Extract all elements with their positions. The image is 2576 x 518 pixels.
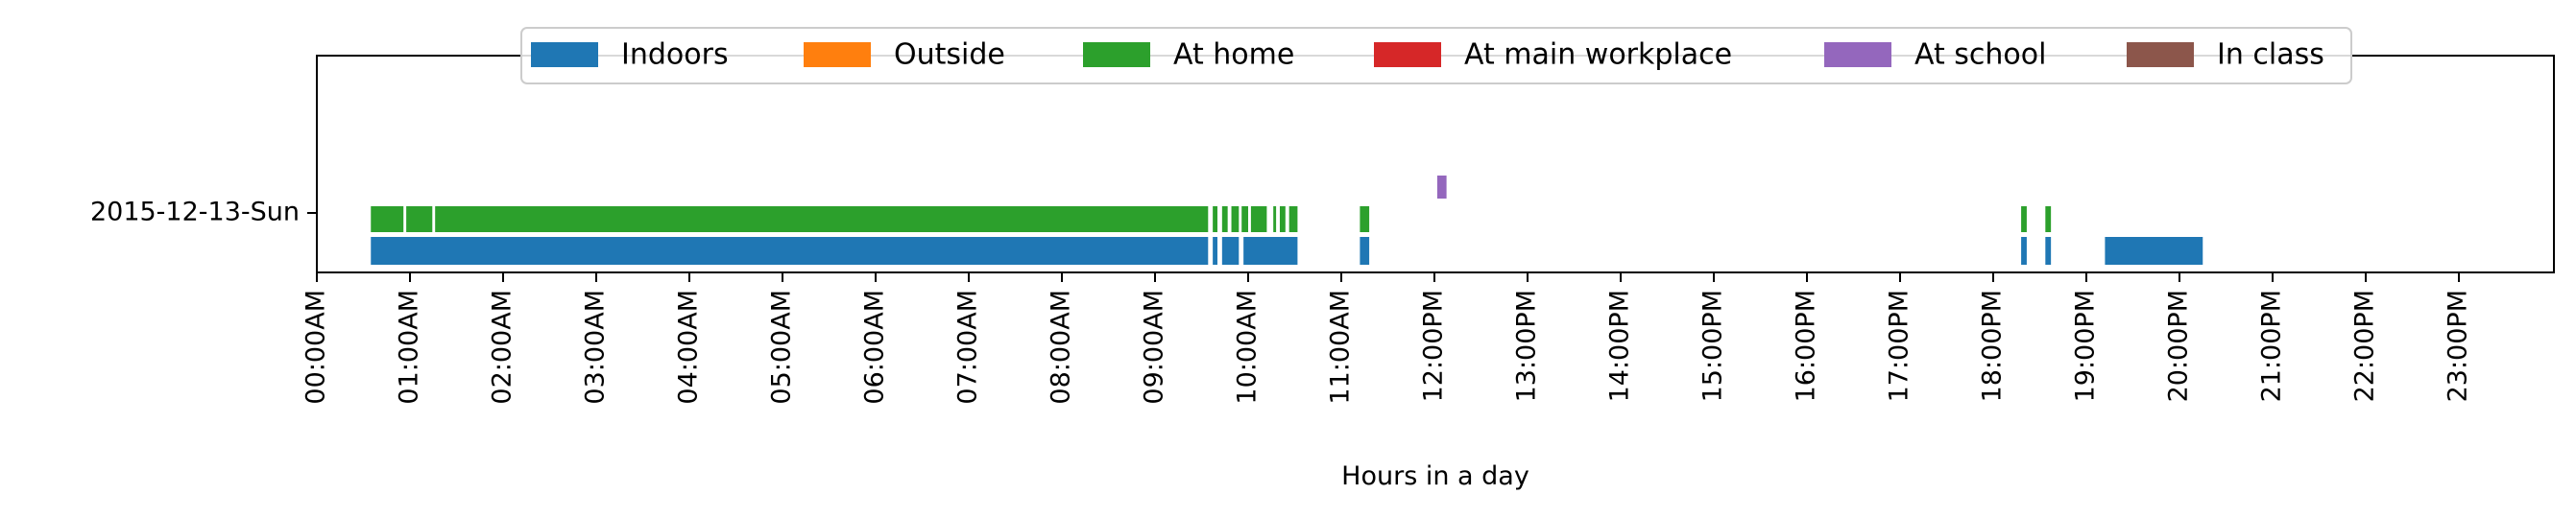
bar-indoors-0 <box>371 237 1209 265</box>
x-tick-label: 15:00PM <box>1698 290 1728 402</box>
legend-label-at-main-workplace: At main workplace <box>1464 38 1732 72</box>
bar-at-home-1 <box>406 206 433 232</box>
x-tick-label: 10:00AM <box>1233 290 1263 405</box>
legend-swatch-outside <box>804 42 871 67</box>
y-axis: 2015-12-13-Sun <box>90 198 317 227</box>
x-tick-label: 11:00AM <box>1326 290 1356 405</box>
legend: Indoors Outside At home At main workplace At… <box>520 27 2352 84</box>
bar-at-home-5 <box>1231 206 1240 232</box>
x-tick-label: 19:00PM <box>2071 290 2101 402</box>
bar-indoors-4 <box>1360 237 1370 265</box>
x-tick-label: 23:00PM <box>2444 290 2473 402</box>
bar-at-home-12 <box>2021 206 2027 232</box>
chart-marks <box>371 176 2203 265</box>
x-tick-label: 00:00AM <box>301 290 331 405</box>
x-tick-label: 08:00AM <box>1047 290 1076 405</box>
x-tick-label: 14:00PM <box>1605 290 1635 402</box>
x-tick-label: 17:00PM <box>1885 290 1914 402</box>
x-tick-label: 20:00PM <box>2164 290 2194 402</box>
x-tick-label: 18:00PM <box>1978 290 2008 402</box>
bar-indoors-2 <box>1221 237 1240 265</box>
x-tick-label: 06:00AM <box>860 290 890 405</box>
legend-swatch-at-home <box>1083 42 1150 67</box>
legend-swatch-indoors <box>531 42 598 67</box>
bar-at-home-9 <box>1279 206 1286 232</box>
bar-at-home-7 <box>1250 206 1267 232</box>
bar-at-home-11 <box>1360 206 1370 232</box>
bar-at-home-0 <box>371 206 404 232</box>
x-axis: 00:00AM 01:00AM 02:00AM 03:00AM 04:00AM 05:00… <box>301 272 2473 405</box>
x-tick-label: 12:00PM <box>1419 290 1449 402</box>
bar-at-home-10 <box>1288 206 1298 232</box>
legend-swatch-in-class <box>2127 42 2194 67</box>
bar-indoors-3 <box>1243 237 1298 265</box>
x-tick-label: 16:00PM <box>1792 290 1821 402</box>
legend-label-outside: Outside <box>894 38 1005 72</box>
x-axis-label: Hours in a day <box>1341 461 1529 491</box>
bar-indoors-6 <box>2045 237 2052 265</box>
x-tick-label: 13:00PM <box>1512 290 1542 402</box>
legend-label-at-home: At home <box>1173 38 1294 72</box>
y-tick-label-day: 2015-12-13-Sun <box>90 198 300 227</box>
bar-indoors-5 <box>2021 237 2027 265</box>
bar-at-home-6 <box>1241 206 1248 232</box>
x-tick-label: 22:00PM <box>2350 290 2380 402</box>
legend-swatch-at-main-workplace <box>1374 42 1441 67</box>
legend-label-indoors: Indoors <box>621 38 729 72</box>
x-tick-label: 03:00AM <box>581 290 611 405</box>
x-tick-label: 09:00AM <box>1140 290 1169 405</box>
bar-at-home-8 <box>1273 206 1277 232</box>
legend-label-at-school: At school <box>1914 38 2046 72</box>
x-tick-label: 05:00AM <box>767 290 797 405</box>
bar-indoors-7 <box>2105 237 2203 265</box>
legend-label-in-class: In class <box>2217 38 2324 72</box>
bar-at-home-4 <box>1221 206 1228 232</box>
bar-at-home-3 <box>1213 206 1217 232</box>
x-tick-label: 07:00AM <box>953 290 983 405</box>
bar-at-home-13 <box>2045 206 2052 232</box>
bar-at-school-0 <box>1436 176 1447 199</box>
x-tick-label: 21:00PM <box>2257 290 2287 402</box>
bar-at-home-2 <box>435 206 1209 232</box>
legend-swatch-at-school <box>1824 42 1891 67</box>
bar-indoors-1 <box>1213 237 1217 265</box>
x-tick-label: 02:00AM <box>488 290 518 405</box>
x-tick-label: 01:00AM <box>395 290 424 405</box>
x-tick-label: 04:00AM <box>674 290 704 405</box>
